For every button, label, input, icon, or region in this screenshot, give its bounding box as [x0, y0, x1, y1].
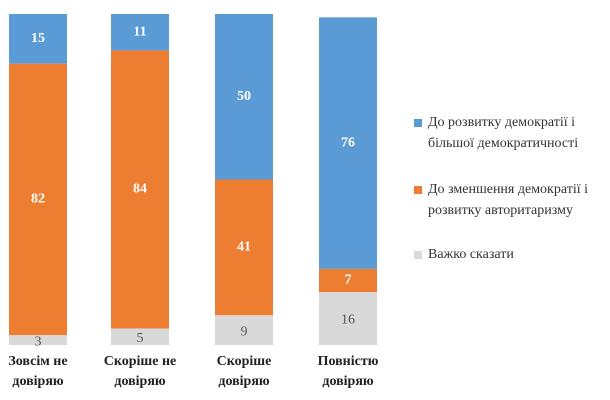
bar-segment — [215, 14, 273, 180]
bar-segment — [111, 50, 169, 329]
value-label: 76 — [341, 135, 355, 150]
value-label: 11 — [133, 24, 146, 39]
legend-swatch — [414, 251, 422, 259]
bar-segment — [215, 179, 273, 316]
value-label: 41 — [237, 240, 251, 255]
legend-swatch — [414, 119, 422, 127]
x-tick-label: Скоріше не довіряю — [103, 354, 177, 389]
bar-segment — [9, 63, 67, 336]
bar-segment — [319, 292, 377, 345]
legend-item: До зменшення демократії і розвитку автор… — [414, 179, 610, 221]
value-label: 15 — [31, 31, 45, 46]
value-label: 50 — [237, 89, 251, 104]
legend-swatch — [414, 186, 422, 194]
bar-segment — [111, 328, 169, 345]
legend-label: До розвитку демократії і більшої демокра… — [428, 115, 579, 151]
bar-segment — [9, 14, 67, 64]
legend-item: До розвитку демократії і більшої демокра… — [414, 112, 610, 154]
bar-segment — [319, 17, 377, 269]
x-tick-label: Зовсім не довіряю — [8, 354, 68, 389]
value-label: 16 — [341, 313, 355, 328]
bar-segment — [319, 268, 377, 293]
x-tick-label: Повністю довіряю — [317, 354, 379, 389]
legend-label: Важко сказати — [428, 247, 514, 262]
value-label: 5 — [137, 331, 144, 346]
bar-segment — [215, 315, 273, 345]
x-tick-label: Скоріше довіряю — [216, 354, 272, 389]
legend-label: До зменшення демократії і розвитку автор… — [428, 182, 589, 218]
value-label: 9 — [241, 324, 248, 339]
value-label: 82 — [31, 192, 45, 207]
legend-item: Важко сказати — [414, 244, 610, 265]
bar-segment — [111, 14, 169, 51]
bar-segment — [9, 335, 67, 345]
value-label: 84 — [133, 182, 147, 197]
value-label: 7 — [345, 273, 352, 288]
value-label: 3 — [35, 334, 42, 349]
